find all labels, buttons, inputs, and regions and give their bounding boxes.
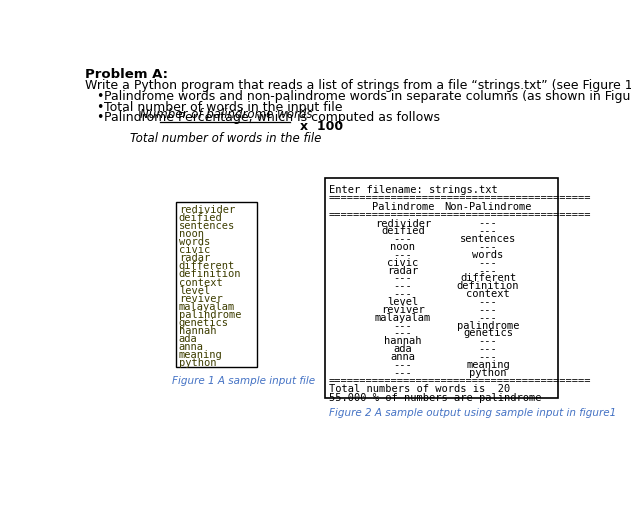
Text: ---: --- <box>479 258 497 268</box>
Text: civic: civic <box>387 258 418 268</box>
Text: Total numbers of words is  20: Total numbers of words is 20 <box>329 384 510 394</box>
Text: •: • <box>96 101 103 114</box>
Text: malayalam: malayalam <box>179 302 235 311</box>
Text: ---: --- <box>479 344 497 354</box>
Text: hannah: hannah <box>384 336 422 346</box>
Text: 55.000 % of numbers are palindrome: 55.000 % of numbers are palindrome <box>329 393 541 402</box>
Text: redivider: redivider <box>375 219 431 228</box>
Text: Problem A:: Problem A: <box>85 69 168 81</box>
Text: level: level <box>179 286 210 295</box>
Text: anna: anna <box>179 342 204 352</box>
Text: •: • <box>96 90 103 103</box>
Text: different: different <box>460 273 516 284</box>
Text: x  100: x 100 <box>300 120 343 133</box>
Text: Figure 2 A sample output using sample input in figure1: Figure 2 A sample output using sample in… <box>329 408 616 418</box>
Text: genetics: genetics <box>463 329 513 338</box>
Text: level: level <box>387 297 418 307</box>
Text: different: different <box>179 262 235 271</box>
FancyBboxPatch shape <box>326 179 558 398</box>
Text: Figure 1 A sample input file: Figure 1 A sample input file <box>172 376 315 387</box>
Text: ==========================================: ========================================… <box>328 376 591 386</box>
Text: palindrome: palindrome <box>179 310 241 319</box>
Text: palindrome: palindrome <box>457 321 519 331</box>
Text: genetics: genetics <box>179 317 229 328</box>
Text: definition: definition <box>457 282 519 291</box>
Text: Palindrome Percentage, which is computed as follows: Palindrome Percentage, which is computed… <box>103 112 440 124</box>
Text: context: context <box>179 278 223 288</box>
Text: radar: radar <box>179 253 210 264</box>
Text: meaning: meaning <box>179 350 223 359</box>
Text: Non-Palindrome: Non-Palindrome <box>444 202 532 211</box>
Text: ---: --- <box>479 219 497 228</box>
Text: Write a Python program that reads a list of strings from a file “strings.txt” (s: Write a Python program that reads a list… <box>85 79 631 92</box>
Text: python: python <box>179 357 216 368</box>
Text: ---: --- <box>479 266 497 275</box>
Text: deified: deified <box>381 226 425 237</box>
Text: hannah: hannah <box>179 326 216 335</box>
Text: definition: definition <box>179 269 241 280</box>
Text: civic: civic <box>179 245 210 255</box>
Text: redivider: redivider <box>179 205 235 216</box>
Text: malayalam: malayalam <box>375 313 431 323</box>
Text: words: words <box>473 250 504 260</box>
Text: ---: --- <box>394 289 412 299</box>
Text: ---: --- <box>394 368 412 378</box>
Text: sentences: sentences <box>460 234 516 244</box>
Text: ---: --- <box>394 360 412 370</box>
Text: python: python <box>469 368 507 378</box>
Text: ---: --- <box>479 352 497 362</box>
Text: anna: anna <box>391 352 415 362</box>
Text: radar: radar <box>387 266 418 275</box>
Text: ---: --- <box>479 336 497 346</box>
Text: ---: --- <box>394 250 412 260</box>
Text: ---: --- <box>394 234 412 244</box>
Text: ---: --- <box>479 226 497 237</box>
Text: Palindrome words and non-palindrome words in separate columns (as shown in Figur: Palindrome words and non-palindrome word… <box>103 90 631 103</box>
Text: •: • <box>96 112 103 124</box>
Text: noon: noon <box>391 242 415 252</box>
Text: ---: --- <box>479 297 497 307</box>
Text: reviver: reviver <box>381 305 425 315</box>
Text: sentences: sentences <box>179 222 235 231</box>
Text: ada: ada <box>179 333 198 344</box>
Text: noon: noon <box>179 229 204 240</box>
Text: Total number of words in the file: Total number of words in the file <box>131 132 322 144</box>
Text: ---: --- <box>394 321 412 331</box>
Text: ---: --- <box>394 273 412 284</box>
Text: Palindrome: Palindrome <box>372 202 434 211</box>
Text: ---: --- <box>479 242 497 252</box>
Text: ---: --- <box>394 282 412 291</box>
Text: reviver: reviver <box>179 293 223 304</box>
Text: ---: --- <box>394 329 412 338</box>
Text: ---: --- <box>479 305 497 315</box>
Text: Total number of words in the input file: Total number of words in the input file <box>103 101 342 114</box>
FancyBboxPatch shape <box>176 202 257 367</box>
Text: deified: deified <box>179 214 223 223</box>
Text: ---: --- <box>479 313 497 323</box>
Text: words: words <box>179 238 210 247</box>
Text: ==========================================: ========================================… <box>328 210 591 220</box>
Text: ==========================================: ========================================… <box>328 193 591 203</box>
Text: meaning: meaning <box>466 360 510 370</box>
Text: ada: ada <box>394 344 412 354</box>
Text: Enter filename: strings.txt: Enter filename: strings.txt <box>329 185 498 195</box>
Text: Number of palindrome words: Number of palindrome words <box>140 108 312 121</box>
Text: context: context <box>466 289 510 299</box>
